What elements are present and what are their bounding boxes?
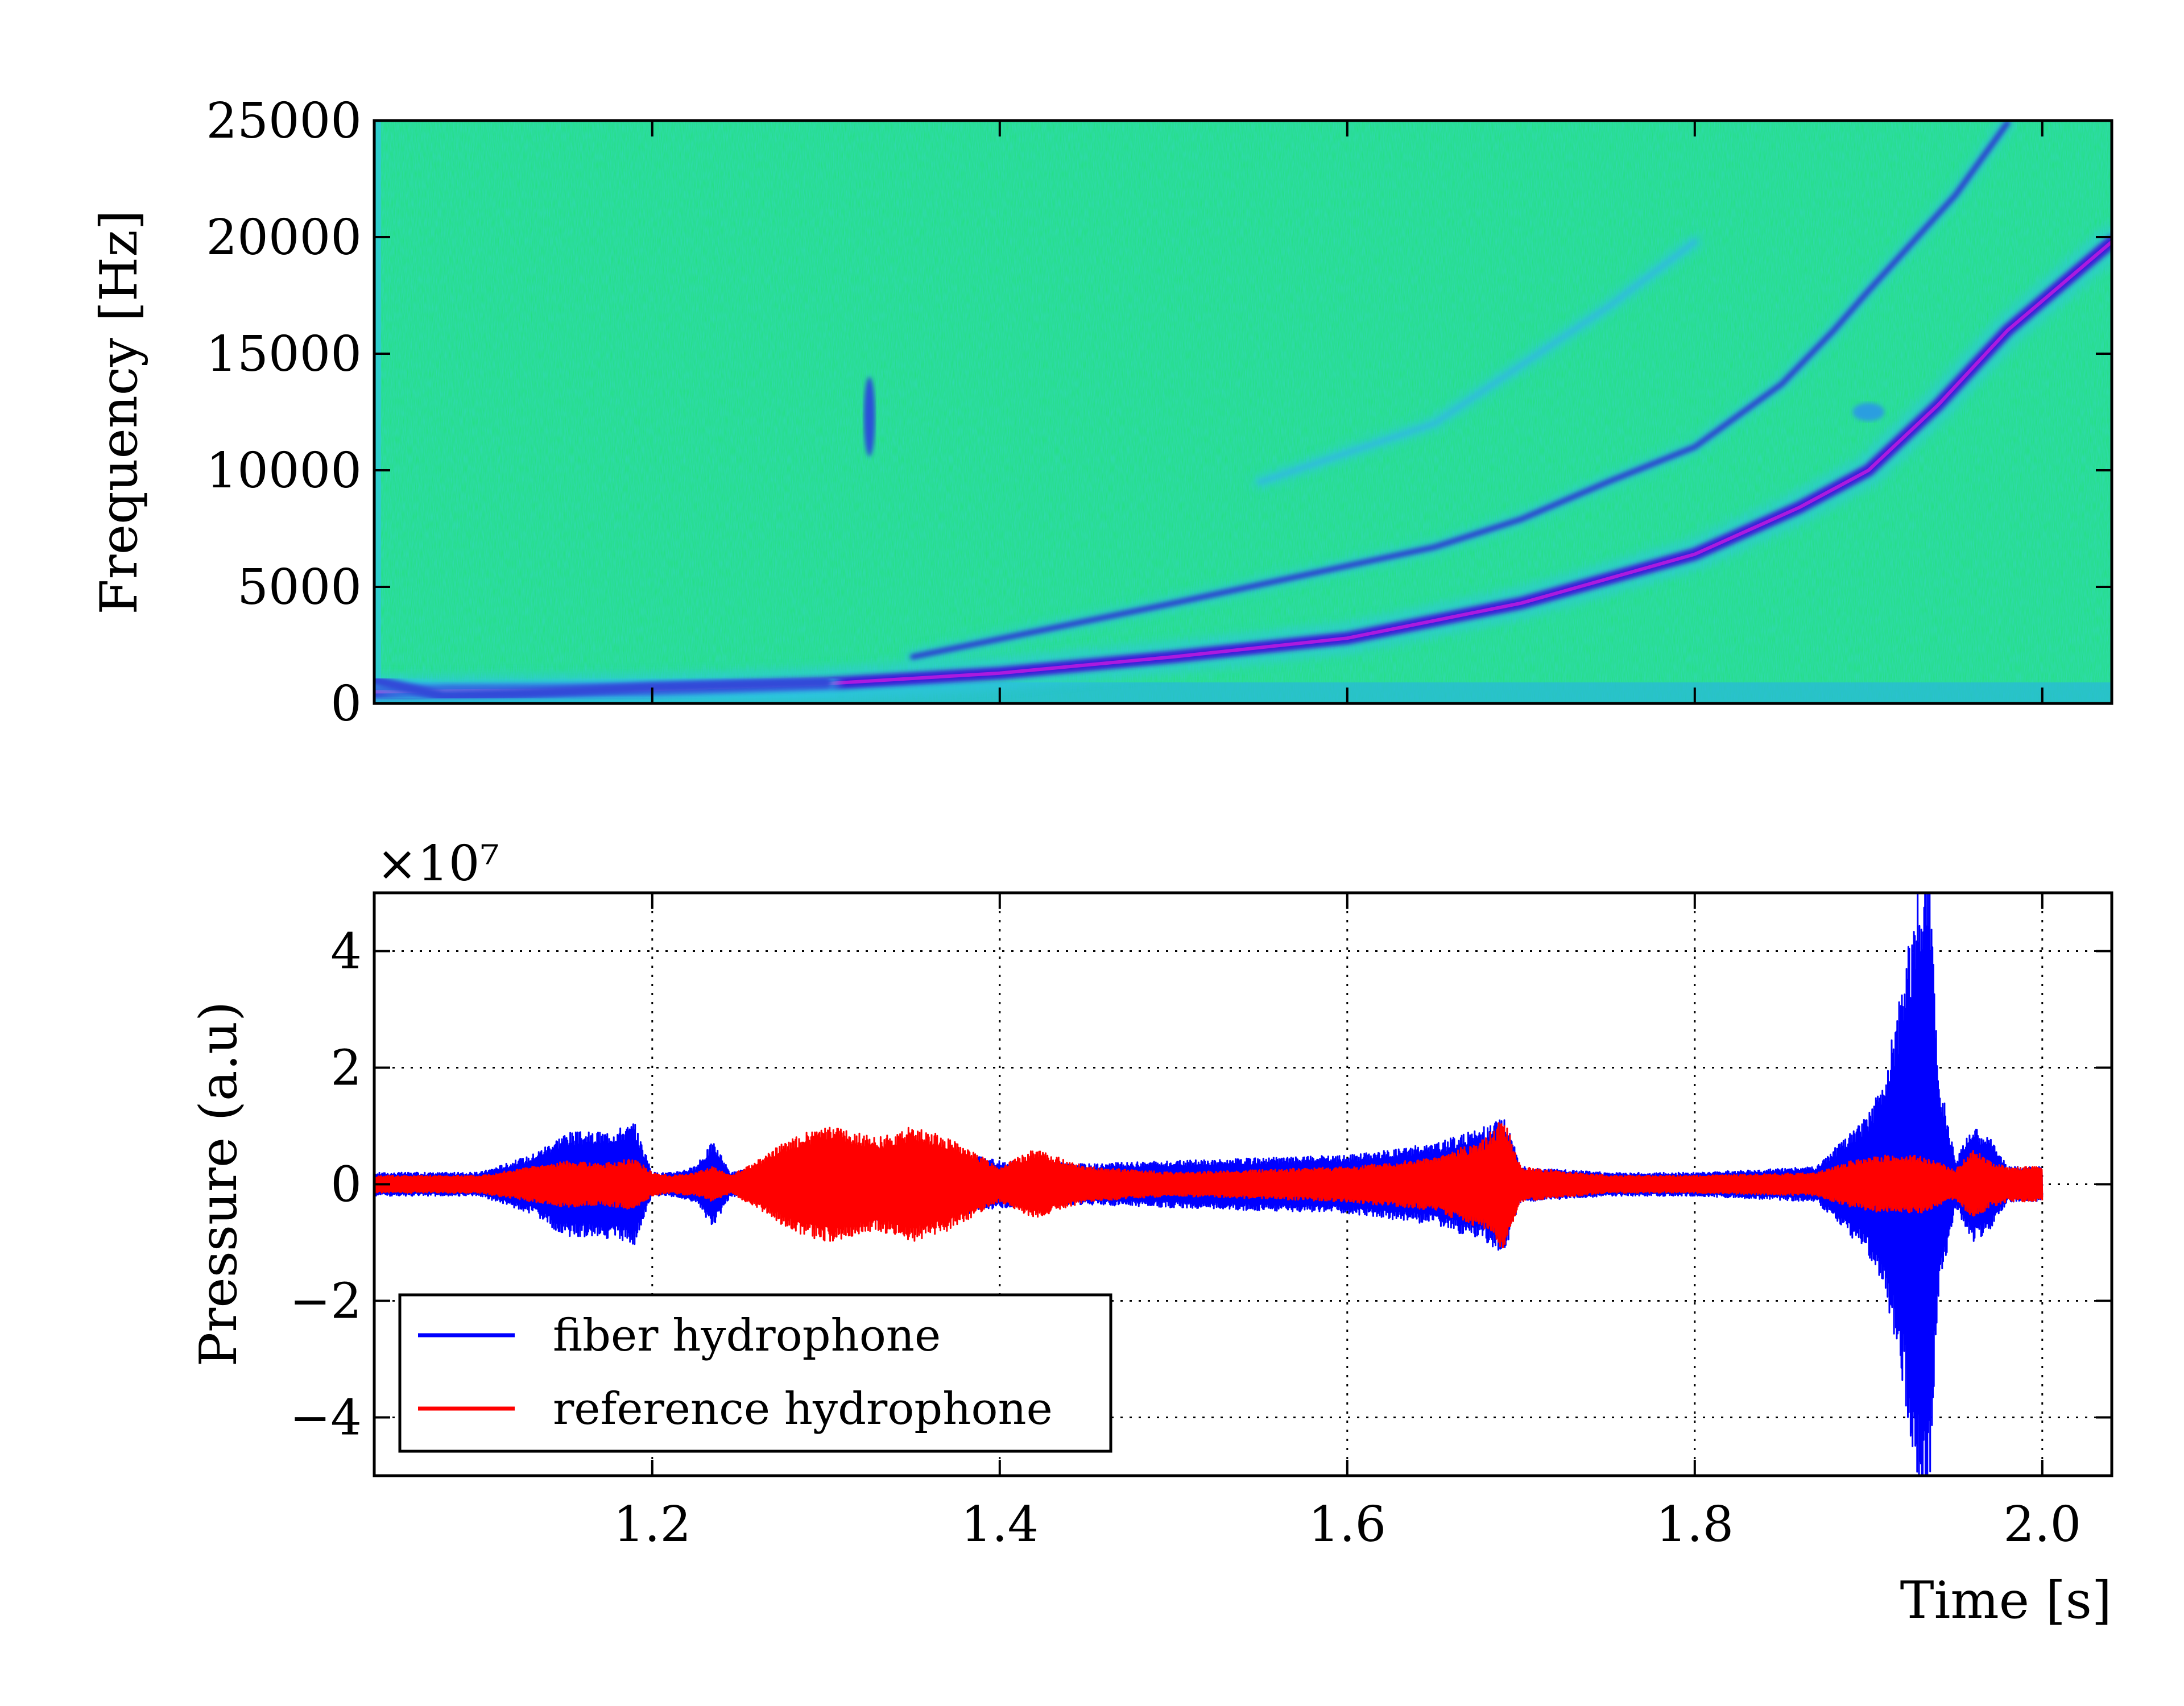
pressure-ytick-label: 2 (330, 1040, 362, 1097)
spectrogram-ytick-label: 5000 (237, 559, 362, 616)
legend-label-reference: reference hydrophone (553, 1384, 1053, 1435)
spectrogram-ticks: 0 5000 10000 15000 20000 25000 (206, 93, 2112, 732)
pressure-ticks: −4 −2 0 2 4 1.2 1.4 1.6 1.8 2.0 (289, 893, 2112, 1553)
spectrogram-frame (373, 119, 2113, 705)
legend-label-fiber: fiber hydrophone (553, 1310, 941, 1361)
pressure-xtick-label: 1.6 (1308, 1496, 1386, 1553)
pressure-ytick-label: 4 (330, 924, 362, 980)
series-reference-hydrophone (374, 1122, 2044, 1249)
pressure-ylabel: Pressure (a.u) (189, 1001, 249, 1367)
pressure-xtick-label: 2.0 (2003, 1496, 2081, 1553)
pressure-ytick-label: 0 (330, 1157, 362, 1214)
spectrogram-feature-line (374, 675, 832, 702)
spectrogram-ytick-label: 25000 (206, 93, 362, 150)
spectrogram-ylabel: Frequency [Hz] (89, 210, 149, 615)
spectrogram-noise (374, 121, 2112, 703)
legend-box (398, 1293, 1112, 1453)
pressure-ytick-label: −2 (289, 1273, 362, 1330)
y-offset-label: ×10⁷ (377, 835, 499, 892)
spectrogram-ytick-label: 0 (330, 676, 362, 732)
pressure-ytick-label: −4 (289, 1390, 362, 1447)
spectrogram-ytick-label: 10000 (206, 442, 362, 499)
spectrogram-artifact (863, 376, 875, 457)
spectrogram-feature-line (1258, 239, 1698, 485)
spectrogram-feature-line (910, 121, 2011, 660)
spectrogram-ytick-label: 15000 (206, 326, 362, 383)
spectrogram-features (374, 121, 2112, 703)
spectrogram-panel: 0 5000 10000 15000 20000 25000 Frequency [Hz] (89, 93, 2113, 732)
pressure-xtick-label: 1.8 (1656, 1496, 1734, 1553)
spectrogram-left-edge (374, 121, 381, 703)
legend: fiber hydrophone reference hydrophone (398, 1293, 1112, 1453)
pressure-xlabel: Time [s] (1900, 1571, 2112, 1630)
spectrogram-ytick-label: 20000 (206, 209, 362, 266)
pressure-xtick-label: 1.4 (961, 1496, 1039, 1553)
pressure-panel: −4 −2 0 2 4 1.2 1.4 1.6 1.8 2.0 ×10⁷ Pressure (a.… (189, 835, 2113, 1630)
spectrogram-artifact (1852, 403, 1885, 421)
pressure-series (374, 893, 2044, 1476)
pressure-xtick-label: 1.2 (613, 1496, 691, 1553)
